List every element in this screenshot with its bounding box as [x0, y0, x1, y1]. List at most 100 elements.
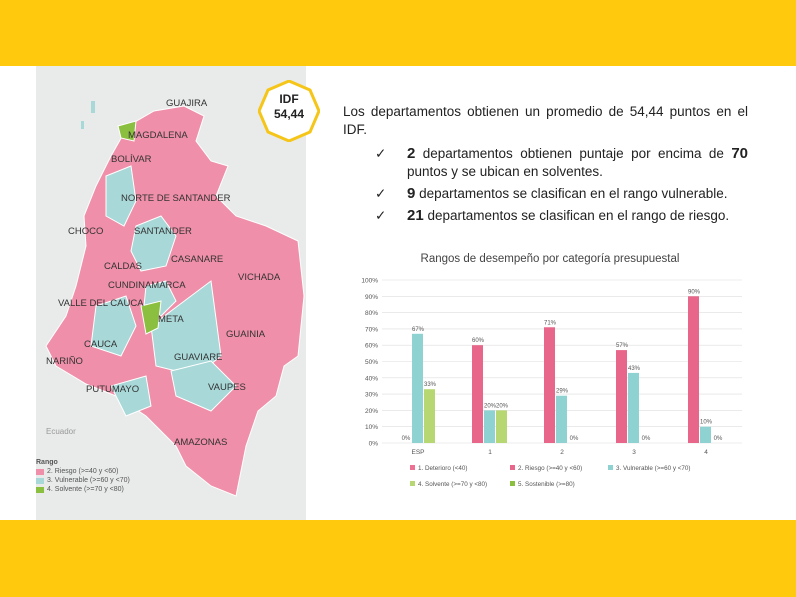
bullet-number: 9 [407, 185, 416, 202]
idf-badge-text: IDF 54,44 [258, 92, 320, 122]
legend-swatch [410, 481, 415, 486]
data-label: 20% [496, 403, 509, 409]
legend-label: 5. Sostenible (>=80) [518, 481, 575, 488]
check-icon: ✓ [375, 208, 387, 223]
map-label-guajira: GUAJIRA [166, 98, 208, 109]
data-label: 0% [714, 436, 723, 442]
map-label-putumayo: PUTUMAYO [86, 384, 139, 395]
map-label-vichada: VICHADA [238, 272, 281, 283]
map-label-choco: CHOCO [68, 226, 103, 237]
legend-swatch [410, 465, 415, 470]
map-label-santander: SANTANDER [134, 226, 192, 237]
map-label-magdalena: MAGDALENA [128, 130, 188, 141]
map-legend-item: 2. Riesgo (>=40 y <60) [36, 468, 156, 475]
legend-swatch [510, 465, 515, 470]
map-label-caldas: CALDAS [104, 261, 142, 272]
data-label: 29% [556, 389, 569, 395]
bullet-number: 2 [407, 145, 416, 162]
bullet-item: ✓ 2 departamentos obtienen puntaje por e… [343, 145, 748, 181]
legend-label: 1. Deterioro (<40) [418, 465, 468, 472]
map-legend: Rango 2. Riesgo (>=40 y <60) 3. Vulnerab… [36, 459, 156, 495]
data-label: 43% [628, 366, 641, 372]
data-label: 60% [472, 338, 485, 344]
y-tick-label: 30% [365, 392, 378, 399]
data-label: 57% [616, 343, 629, 349]
bullet-body-2: puntos y se ubican en solventes. [407, 164, 603, 179]
colombia-map: GUAJIRA MAGDALENA BOLÍVAR NORTE DE SANTA… [36, 66, 306, 520]
data-label: 0% [570, 436, 579, 442]
bullet-body: departamentos obtienen puntaje por encim… [415, 146, 732, 161]
map-label-narino: NARIÑO [46, 356, 83, 367]
x-tick-label: 2 [560, 449, 564, 456]
map-legend-item: 4. Solvente (>=70 y <80) [36, 486, 156, 493]
bar [628, 372, 639, 443]
legend-label: 3. Vulnerable (>=60 y <70) [47, 477, 130, 484]
bullet-body: departamentos se clasifican en el rango … [415, 186, 728, 201]
bar [556, 395, 567, 443]
bar [700, 426, 711, 443]
legend-swatch-vulnerable [36, 477, 44, 484]
map-label-vaupes: VAUPES [208, 382, 246, 393]
idf-badge-value: 54,44 [273, 107, 305, 121]
y-tick-label: 40% [365, 375, 378, 382]
legend-swatch-riesgo [36, 468, 44, 475]
legend-label: 2. Riesgo (>=40 y <60) [518, 465, 582, 472]
performance-bar-chart: Rangos de desempeño por categoría presup… [361, 253, 742, 488]
y-tick-label: 20% [365, 408, 378, 415]
map-legend-item: 3. Vulnerable (>=60 y <70) [36, 477, 156, 484]
map-label-meta: META [158, 314, 184, 325]
map-label-bolivar: BOLÍVAR [111, 154, 152, 165]
idf-badge-title: IDF [279, 92, 299, 106]
legend-label: 4. Solvente (>=70 y <80) [418, 481, 487, 488]
bullet-body: departamentos se clasifican en el rango … [423, 208, 730, 223]
chart-title: Rangos de desempeño por categoría presup… [421, 253, 680, 265]
bullet-text: 2 departamentos obtienen puntaje por enc… [407, 145, 748, 181]
map-label-valle-del-cauca: VALLE DEL CAUCA [58, 298, 144, 309]
x-tick-label: 3 [632, 449, 636, 456]
map-label-casanare: CASANARE [171, 254, 223, 265]
legend-label: 4. Solvente (>=70 y <80) [47, 486, 124, 493]
data-label: 10% [700, 420, 713, 426]
check-icon: ✓ [375, 146, 387, 161]
data-label: 33% [424, 382, 437, 388]
data-label: 71% [544, 320, 557, 326]
legend-swatch [510, 481, 515, 486]
map-label-ecuador: Ecuador [46, 427, 76, 436]
summary-text: Los departamentos obtienen un promedio d… [343, 103, 748, 229]
bullet-item: ✓ 21 departamentos se clasifican en el r… [343, 207, 748, 225]
slide: GUAJIRA MAGDALENA BOLÍVAR NORTE DE SANTA… [0, 66, 796, 520]
bar [472, 345, 483, 443]
data-label: 20% [484, 403, 497, 409]
bar [544, 327, 555, 443]
map-label-amazonas: AMAZONAS [174, 437, 227, 448]
map-label-cauca: CAUCA [84, 339, 118, 350]
legend-swatch-solvente [36, 486, 44, 493]
intro-paragraph: Los departamentos obtienen un promedio d… [343, 104, 748, 137]
bullet-number: 21 [407, 207, 424, 224]
y-tick-label: 10% [365, 424, 378, 431]
y-tick-label: 80% [365, 310, 378, 317]
x-tick-label: 4 [704, 449, 708, 456]
bar [484, 410, 495, 443]
map-label-cundinamarca: CUNDINAMARCA [108, 280, 186, 291]
bullet-text: 21 departamentos se clasifican en el ran… [407, 207, 748, 225]
bar [424, 389, 435, 443]
y-tick-label: 70% [365, 326, 378, 333]
data-label: 0% [402, 436, 411, 442]
idf-badge [258, 80, 320, 142]
check-icon: ✓ [375, 186, 387, 201]
bullet-item: ✓ 9 departamentos se clasifican en el ra… [343, 185, 748, 203]
x-tick-label: ESP [411, 449, 424, 456]
data-label: 90% [688, 289, 701, 295]
y-tick-label: 60% [365, 343, 378, 350]
legend-label: 2. Riesgo (>=40 y <60) [47, 468, 119, 475]
map-label-guainia: GUAINIA [226, 329, 266, 340]
x-tick-label: 1 [488, 449, 492, 456]
bullet-number-2: 70 [731, 145, 748, 162]
data-label: 67% [412, 327, 425, 333]
legend-swatch [608, 465, 613, 470]
data-label: 0% [642, 436, 651, 442]
bar [688, 296, 699, 443]
bar [412, 333, 423, 443]
map-legend-title: Rango [36, 459, 58, 466]
